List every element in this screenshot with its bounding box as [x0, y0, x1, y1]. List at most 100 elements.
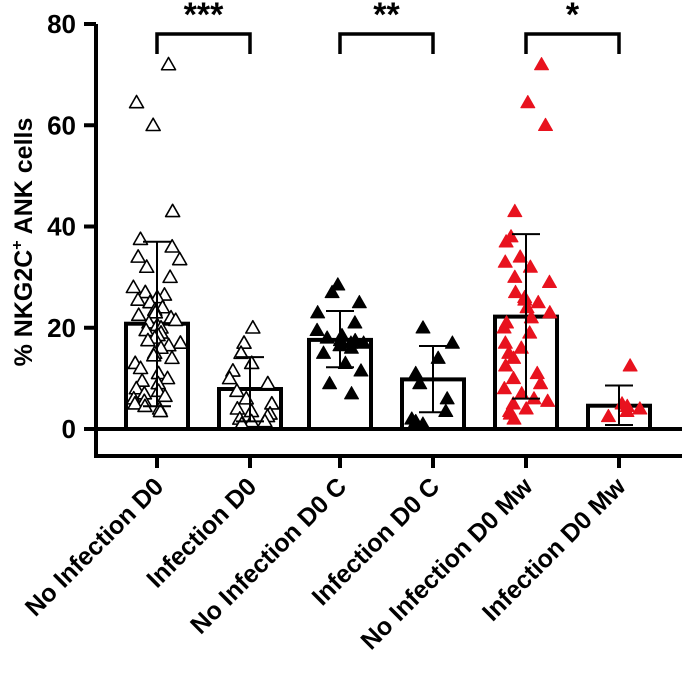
data-point — [541, 274, 557, 288]
data-point — [310, 305, 326, 319]
data-point — [538, 117, 554, 131]
data-point — [221, 370, 238, 385]
data-point — [506, 411, 522, 425]
y-tick-label: 40 — [47, 212, 76, 242]
significance-label: *** — [184, 0, 224, 34]
y-tick-label: 60 — [47, 110, 76, 140]
data-point — [505, 370, 521, 385]
data-point — [519, 300, 535, 314]
points-layer — [125, 56, 648, 430]
data-point — [347, 315, 363, 329]
data-point — [164, 350, 180, 365]
data-point — [152, 403, 169, 418]
data-point — [130, 249, 146, 263]
data-point — [259, 375, 276, 390]
data-point — [330, 277, 346, 291]
data-point — [496, 320, 512, 334]
data-point — [324, 284, 340, 299]
y-ticks-layer: 0 20 40 60 80 — [47, 9, 96, 444]
data-point — [520, 94, 536, 109]
data-point — [600, 408, 616, 423]
data-point — [498, 358, 514, 372]
significance-bracket — [155, 32, 252, 54]
data-point — [439, 391, 455, 405]
data-point — [162, 269, 178, 284]
y-axis-label-suffix: ANK cells — [10, 118, 38, 241]
axes-layer — [94, 24, 682, 458]
data-point — [132, 360, 149, 375]
data-point — [408, 365, 424, 380]
data-point — [518, 401, 534, 415]
data-point — [412, 375, 428, 390]
data-point — [540, 393, 556, 407]
data-point — [138, 259, 155, 274]
data-point — [430, 350, 446, 364]
data-point — [619, 403, 635, 418]
data-point — [125, 279, 142, 294]
data-point — [164, 203, 181, 218]
data-point — [229, 400, 246, 415]
data-point — [530, 294, 546, 309]
significance-bracket — [524, 32, 621, 54]
data-point — [497, 254, 513, 268]
data-point — [130, 307, 147, 322]
data-point — [438, 403, 454, 418]
data-point — [353, 363, 369, 377]
data-point — [172, 335, 189, 349]
data-point — [322, 375, 338, 390]
data-point — [344, 386, 360, 400]
y-axis-label-prefix: % NKG2C — [10, 250, 38, 367]
data-point — [140, 332, 156, 347]
data-point — [542, 305, 558, 319]
x-tick-label: No Infection D0 — [20, 472, 169, 621]
data-point — [137, 284, 154, 299]
data-point — [319, 330, 335, 344]
data-point — [351, 294, 367, 309]
data-point — [337, 355, 353, 369]
data-point — [147, 304, 164, 319]
y-tick-label: 20 — [47, 313, 76, 343]
data-point — [444, 335, 460, 349]
data-point — [343, 340, 359, 354]
data-point — [512, 249, 528, 263]
error-bars-layer — [143, 233, 633, 426]
data-point — [507, 203, 523, 218]
data-point — [534, 57, 550, 71]
data-point — [533, 375, 549, 390]
data-point — [157, 388, 173, 403]
x-tick-label: No Infection D0 C — [185, 472, 352, 639]
data-point — [130, 292, 146, 306]
data-point — [508, 284, 524, 299]
data-point — [632, 401, 648, 415]
data-point — [236, 335, 252, 349]
data-point — [167, 312, 184, 327]
data-point — [356, 335, 372, 349]
data-point — [507, 269, 523, 283]
data-point — [622, 358, 638, 372]
significance-layer: *** ** * — [155, 0, 621, 54]
data-point — [498, 234, 514, 248]
data-point — [496, 381, 512, 395]
data-point — [506, 350, 522, 364]
data-point — [245, 319, 261, 334]
data-point — [233, 345, 249, 360]
data-point — [229, 383, 245, 398]
data-point — [171, 251, 188, 266]
data-point — [164, 238, 180, 253]
data-point — [309, 322, 325, 337]
y-axis-label-superscript: + — [9, 240, 26, 249]
data-point — [128, 380, 145, 395]
data-point — [145, 117, 161, 132]
data-point — [243, 355, 260, 370]
y-axis-label: % NKG2C+ ANK cells — [9, 118, 38, 367]
y-tick-label: 80 — [47, 9, 76, 39]
data-point — [316, 345, 332, 359]
data-point — [523, 310, 539, 324]
data-point — [128, 94, 145, 109]
significance-label: ** — [373, 0, 400, 34]
bars-layer — [124, 314, 652, 432]
y-tick-label: 0 — [62, 414, 76, 444]
data-point — [134, 373, 150, 387]
